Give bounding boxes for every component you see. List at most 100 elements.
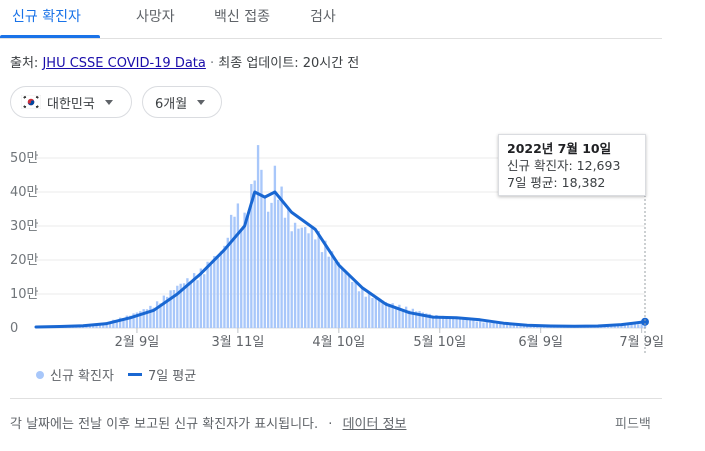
source-link[interactable]: JHU CSSE COVID-19 Data	[42, 56, 206, 71]
cases-chart: 0 10만 20만 30만 40만 50만 2월 9일 3월 11일 4월 10일 5월 10일…	[10, 135, 664, 355]
cases-bar	[337, 262, 340, 328]
cases-bar	[115, 320, 118, 328]
cases-bar	[411, 308, 415, 328]
cases-bar	[246, 214, 250, 328]
cases-bar	[465, 319, 468, 328]
cases-bar	[418, 311, 421, 328]
x-tick-label: 4월 10일	[312, 335, 365, 350]
cases-bar	[169, 290, 172, 328]
cases-bar	[213, 255, 216, 328]
cases-bar	[273, 165, 277, 328]
cases-bar	[135, 312, 139, 328]
cases-bar	[233, 216, 236, 328]
cases-bar	[341, 267, 344, 328]
cases-bar	[364, 296, 367, 328]
cases-bar	[425, 313, 428, 328]
cases-bar	[381, 300, 384, 328]
cases-bar	[452, 318, 455, 328]
cases-bar	[431, 315, 435, 328]
cases-bar	[303, 227, 307, 328]
cases-bar	[172, 290, 176, 328]
cases-bar	[149, 305, 152, 328]
legend-cases-marker	[36, 370, 44, 379]
cases-bar	[125, 315, 129, 328]
tab-bar: 신규 확진자 사망자 백신 접종 검사	[0, 0, 662, 39]
cases-bar	[307, 233, 310, 328]
period-dropdown[interactable]: 6개월	[142, 86, 222, 118]
cases-bar	[317, 231, 320, 328]
cases-bar	[374, 296, 378, 328]
legend-avg-label: 7일 평균	[147, 369, 197, 384]
cases-bar	[489, 322, 492, 328]
cases-bar	[492, 322, 495, 328]
cases-bar	[643, 324, 647, 328]
cases-bar	[159, 303, 162, 328]
cases-bar	[176, 285, 179, 328]
cases-bar	[266, 211, 270, 328]
y-axis-ticks: 0 10만 20만 30만 40만 50만	[10, 151, 39, 336]
tab-tests[interactable]: 검사	[310, 9, 336, 25]
y-tick-label: 30만	[10, 219, 39, 234]
avg-line	[34, 190, 647, 329]
cases-bar	[367, 292, 371, 328]
cases-bar	[243, 212, 246, 328]
cases-bar	[166, 296, 169, 328]
cases-bar	[455, 317, 458, 328]
cases-bar	[435, 315, 438, 328]
cases-bar	[229, 214, 233, 328]
hover-point[interactable]	[641, 317, 649, 326]
tab-new-cases[interactable]: 신규 확진자	[12, 9, 81, 25]
cases-bar	[253, 180, 256, 328]
feedback-link[interactable]: 피드백	[615, 417, 651, 432]
tab-vaccinations[interactable]: 백신 접종	[214, 9, 270, 25]
period-label: 6개월	[155, 96, 188, 112]
cases-bar	[139, 311, 142, 328]
cases-bar	[620, 324, 623, 328]
cases-bar	[623, 324, 626, 328]
cases-bar	[394, 306, 398, 328]
cases-bar	[408, 310, 411, 328]
data-info-link[interactable]: 데이터 정보	[342, 417, 407, 432]
cases-bar	[199, 268, 203, 328]
y-tick-label: 10만	[10, 287, 39, 302]
cases-bar	[626, 324, 630, 328]
cases-bar	[401, 309, 404, 328]
cases-bar	[209, 264, 213, 328]
cases-bar	[327, 256, 330, 328]
cases-bar	[219, 251, 223, 328]
footer-divider	[10, 398, 662, 399]
cases-bar	[287, 209, 290, 328]
cases-bar	[330, 251, 334, 328]
cases-bar	[152, 307, 155, 328]
cases-bar	[324, 240, 327, 328]
cases-bar	[186, 278, 189, 328]
avg-line-layer	[34, 190, 649, 329]
cases-bar	[361, 288, 364, 328]
y-tick-label: 50만	[10, 151, 39, 166]
x-tick-label: 6월 9일	[518, 335, 563, 350]
last-updated: 최종 업데이트: 20시간 전	[218, 56, 360, 71]
cases-bar	[122, 318, 125, 328]
cases-bar	[118, 317, 122, 328]
cases-bar	[404, 306, 408, 328]
cases-bar	[203, 274, 206, 328]
cases-bar	[129, 315, 132, 328]
cases-bar	[108, 321, 112, 328]
cases-bar	[485, 321, 489, 328]
cases-bar	[630, 324, 633, 328]
cases-bar	[270, 202, 273, 328]
cases-bar	[196, 280, 199, 328]
cases-bar	[256, 145, 260, 328]
tooltip-date: 2022년 7월 10일	[507, 141, 612, 156]
cases-bar	[354, 281, 357, 328]
cases-bar	[351, 281, 354, 328]
cases-bar	[499, 322, 502, 328]
cases-bar	[445, 318, 448, 328]
region-dropdown[interactable]: 대한민국	[10, 86, 132, 118]
cases-bar	[334, 261, 337, 328]
cases-bar	[263, 195, 266, 328]
cases-bar	[441, 315, 445, 328]
cases-bar	[502, 323, 505, 328]
cases-bar	[512, 323, 515, 328]
tab-deaths[interactable]: 사망자	[136, 9, 175, 25]
